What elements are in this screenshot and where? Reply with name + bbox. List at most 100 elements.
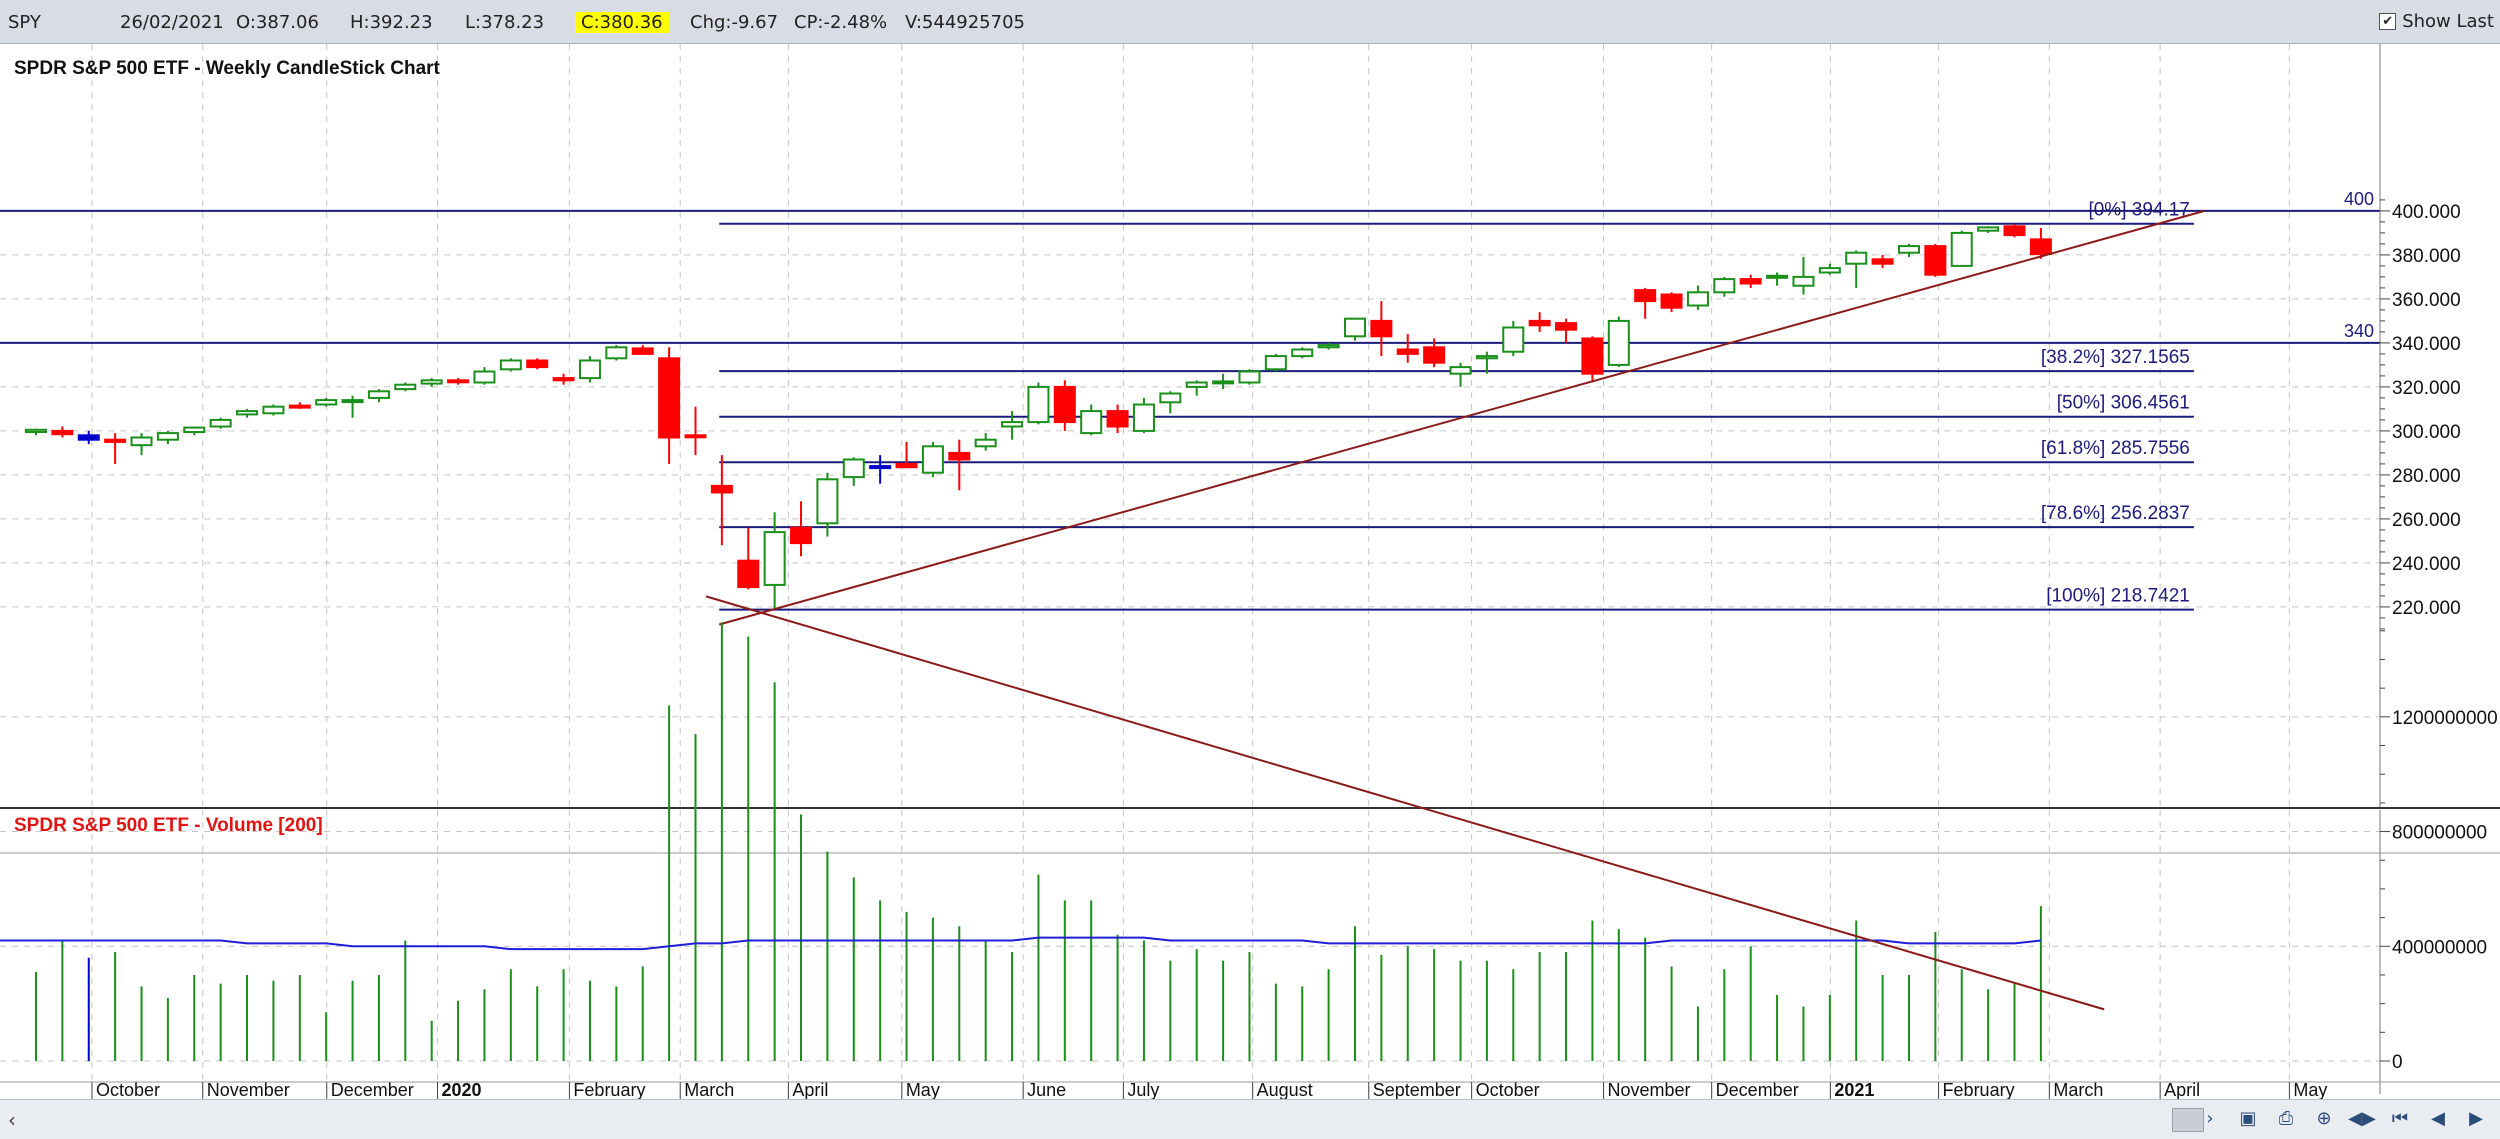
fibonacci-levels: [0%] 394.17 [38.2%] 327.1565 [50%] 306.456… [719,200,2194,611]
time-tick-label: May [2293,1080,2327,1099]
candle [1370,301,1393,357]
candle [1686,285,1709,310]
candle [51,426,74,438]
time-tick-label: 2021 [1834,1080,1874,1099]
candle-body [104,438,127,443]
candle [895,441,918,469]
price-chart-title: SPDR S&P 500 ETF - Weekly CandleStick Ch… [14,58,441,79]
price-tick-label: 340.000 [2392,334,2461,355]
candle-body [1264,355,1287,371]
candle [1977,226,2000,233]
candle-body [816,478,839,525]
candle-body [1502,326,1525,353]
candle [2003,224,2026,238]
candle-body [1080,410,1103,435]
candle [1660,292,1683,313]
prev-icon[interactable]: ◀ [2431,1108,2445,1129]
candle-body [1053,385,1076,424]
high-label: H:392.23 [350,12,433,33]
candle [1238,369,1261,385]
candle-body [25,428,47,433]
horizontal-lines: 400 340 [0,189,2380,344]
fibonacci-label: [100%] 218.7421 [2046,586,2190,607]
candle-body [447,379,470,384]
candle [1212,373,1235,390]
price-tick-label: 280.000 [2392,466,2461,487]
scrollbar-thumb[interactable] [2172,1108,2204,1132]
candle-body [578,359,601,380]
candle [710,455,733,546]
price-tick-label: 220.000 [2392,598,2461,619]
candle-body [1950,231,1973,267]
candle-body [2003,225,2026,237]
chart-area[interactable]: 400 340 [0%] 394.17 [38.2%] 327.1565 [50%] … [0,44,2500,1099]
candle-body [156,432,179,441]
save-icon[interactable]: ▣ [2239,1108,2257,1129]
candle-body [130,436,153,447]
candle-body [1027,385,1050,424]
candle [1792,257,1815,295]
price-tick-label: 380.000 [2392,246,2461,267]
candle [1317,342,1340,350]
time-tick-label: October [96,1080,160,1099]
candle-body [1607,319,1630,366]
scroll-right-icon[interactable]: › [2206,1108,2214,1129]
price-tick-label: 260.000 [2392,510,2461,531]
candles [25,224,2052,610]
volume-tick-label: 800000000 [2392,823,2487,844]
time-tick-label: December [1716,1080,1799,1099]
candle [447,378,470,385]
fit-icon[interactable]: ◀▶ [2348,1108,2376,1129]
trendline [718,209,2205,626]
zoom-icon[interactable]: ⊕ [2316,1108,2332,1129]
candle [394,382,417,392]
candle [1132,397,1155,434]
candle [1053,380,1076,431]
volume-pane[interactable]: 0 400000000 800000000 1200000000 SPDR S&P 5… [0,595,2498,1094]
price-pane[interactable]: 400 340 [0%] 394.17 [38.2%] 327.1565 [50%] … [0,44,2461,808]
open-label: O:387.06 [236,12,319,33]
fibonacci-label: [61.8%] 285.7556 [2041,438,2190,459]
candle-body [420,379,443,385]
candle [869,455,892,484]
candle [684,406,707,456]
navigation-bar: ‹ › ▣ ⎙ ⊕ ◀▶ ⏮ ◀ ▶ [0,1099,2500,1139]
candle-body [51,429,74,436]
show-last-checkbox[interactable]: ✔ [2379,13,2397,30]
candle-body [895,462,918,469]
candle-body [77,434,100,441]
volume-tick-label: 0 [2392,1052,2403,1073]
candle-body [552,377,575,382]
candle [1423,338,1446,368]
candle [948,439,971,491]
first-icon[interactable]: ⏮ [2391,1108,2409,1129]
candle [1581,336,1604,383]
time-tick-label: May [906,1080,940,1099]
candle [1845,250,1868,288]
candle [209,417,232,429]
candle-body [367,390,390,399]
candle [1027,382,1050,425]
candle-body [1977,226,2000,232]
print-icon[interactable]: ⎙ [2278,1108,2294,1129]
chevron-left-icon[interactable]: ‹ [8,1108,16,1132]
candle [1818,263,1841,275]
candle [1897,243,1920,258]
candle-body [526,359,549,369]
volume-chart-title: SPDR S&P 500 ETF - Volume [200] [14,815,323,836]
candle [578,356,601,383]
fibonacci-label: [50%] 306.4561 [2057,393,2190,414]
candle [77,430,100,445]
symbol-label: SPY [8,12,41,33]
candle-body [605,346,628,360]
candle-body [236,410,259,416]
low-label: L:378.23 [465,12,545,33]
candle [763,512,786,610]
next-icon[interactable]: ▶ [2469,1108,2483,1129]
candle-body [1238,370,1261,384]
candle [1185,380,1208,396]
candle-body [1370,319,1393,338]
show-last-toggle[interactable]: ✔ Show Last [2379,11,2494,32]
candle-body [763,531,786,586]
time-tick-label: 2020 [442,1080,482,1099]
